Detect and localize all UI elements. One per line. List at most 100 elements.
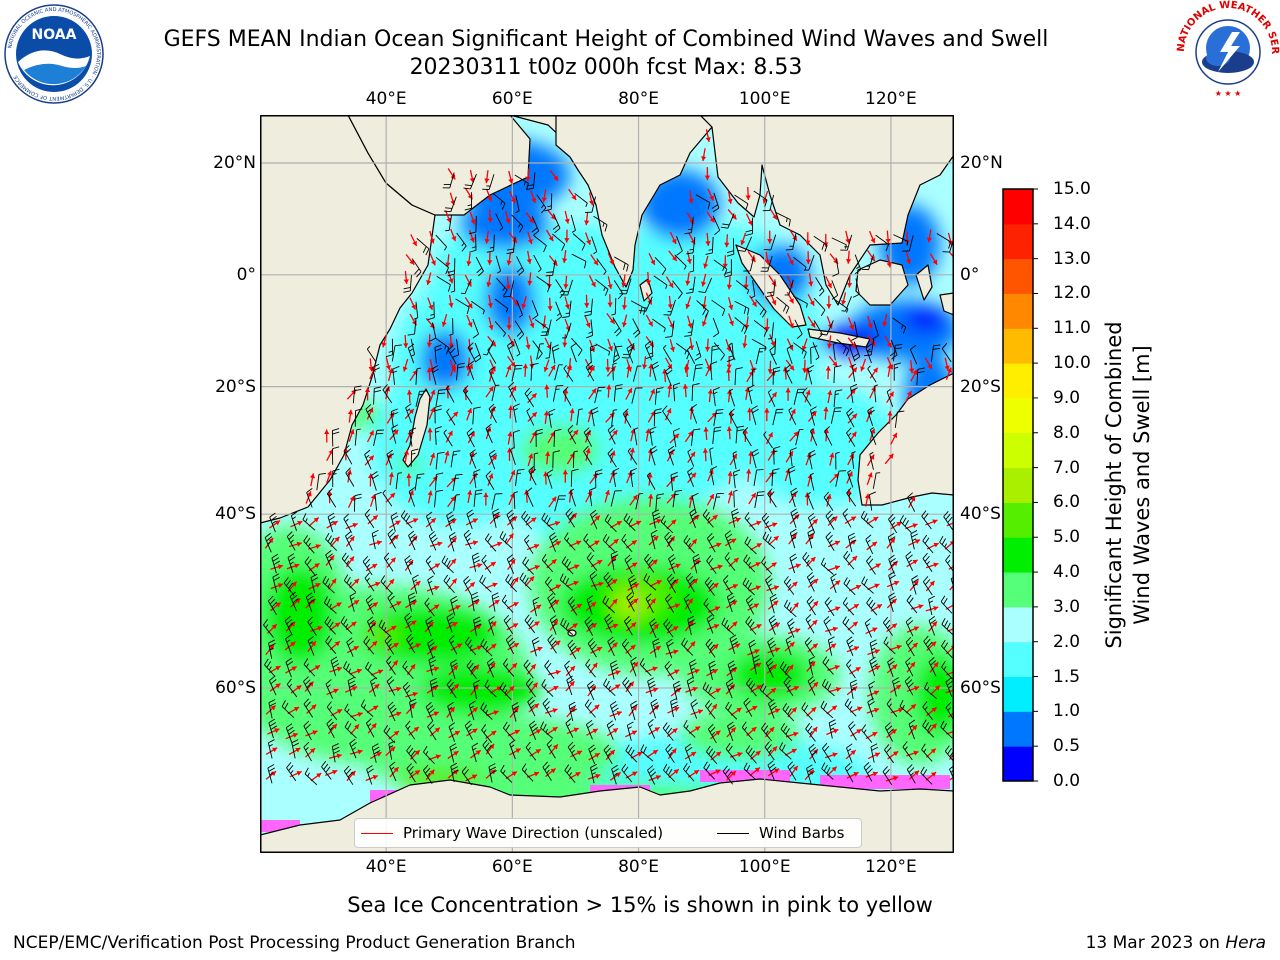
wind-barb bbox=[325, 679, 334, 699]
wind-barb bbox=[594, 386, 606, 404]
wind-barb bbox=[560, 279, 573, 296]
wind-barb bbox=[415, 367, 421, 385]
wind-barb bbox=[366, 345, 377, 363]
wind-barb bbox=[755, 347, 767, 365]
wave-arrow bbox=[425, 769, 435, 781]
noaa-wordmark: NOAA bbox=[32, 27, 77, 43]
wind-barb bbox=[607, 424, 616, 445]
wind-barb bbox=[821, 742, 832, 762]
wave-arrow bbox=[427, 297, 434, 311]
wind-barb bbox=[610, 490, 622, 507]
wind-barb bbox=[622, 677, 633, 697]
wind-barb bbox=[789, 528, 798, 549]
wind-barb bbox=[552, 450, 561, 469]
wave-arrow bbox=[890, 521, 902, 530]
wind-barb bbox=[644, 340, 652, 361]
wind-barb bbox=[706, 555, 717, 574]
wave-arrow bbox=[766, 663, 778, 674]
wind-barb bbox=[612, 467, 620, 488]
wind-barb bbox=[920, 766, 933, 785]
wave-arrow bbox=[707, 188, 715, 201]
wave-arrow bbox=[566, 727, 580, 735]
wind-barb bbox=[684, 319, 695, 337]
wave-arrow bbox=[788, 315, 794, 329]
wind-barb bbox=[446, 408, 456, 426]
wave-arrow bbox=[487, 335, 497, 347]
wave-arrow bbox=[469, 211, 476, 225]
wind-barb bbox=[712, 426, 722, 445]
wave-arrow bbox=[924, 357, 933, 370]
wind-barb bbox=[846, 636, 854, 656]
wave-arrow bbox=[522, 363, 529, 377]
wind-barb bbox=[461, 766, 472, 786]
wave-arrow bbox=[527, 453, 534, 467]
wave-arrow bbox=[621, 274, 627, 288]
wave-arrow bbox=[807, 619, 818, 630]
wind-barb bbox=[727, 721, 735, 742]
wind-barb bbox=[374, 491, 382, 511]
wind-barb bbox=[728, 408, 738, 428]
wind-barb bbox=[525, 741, 537, 761]
wave-arrow bbox=[708, 643, 719, 654]
wind-barb bbox=[652, 318, 666, 333]
wind-barb bbox=[371, 743, 381, 763]
wind-barb bbox=[448, 635, 458, 655]
wind-barb bbox=[456, 232, 467, 252]
wind-barb bbox=[407, 343, 415, 364]
wind-barb bbox=[711, 299, 726, 317]
wind-barb bbox=[644, 553, 655, 573]
wind-barb bbox=[904, 676, 914, 696]
wave-arrow bbox=[629, 661, 639, 673]
wind-barb bbox=[621, 533, 633, 553]
wind-barb bbox=[572, 450, 578, 468]
wave-arrow bbox=[284, 641, 296, 651]
wind-barb bbox=[268, 675, 277, 696]
wave-arrow bbox=[910, 369, 918, 382]
wave-arrow bbox=[630, 751, 643, 759]
wave-arrow bbox=[426, 666, 440, 673]
wind-barb bbox=[744, 536, 757, 555]
wave-arrow bbox=[607, 642, 618, 653]
wind-barb bbox=[851, 363, 857, 382]
wave-arrow bbox=[449, 363, 456, 377]
wave-arrow bbox=[565, 665, 576, 677]
wind-barb bbox=[559, 573, 573, 591]
wind-barb bbox=[407, 592, 417, 612]
wind-barb bbox=[541, 512, 554, 531]
wave-arrow bbox=[841, 292, 847, 306]
wave-arrow bbox=[747, 407, 753, 421]
wind-barb bbox=[810, 428, 818, 446]
wind-barb bbox=[442, 172, 455, 189]
wind-barb bbox=[869, 656, 878, 677]
wind-barb bbox=[564, 764, 576, 783]
colorbar-segment bbox=[1003, 711, 1033, 747]
wind-barb bbox=[742, 426, 752, 447]
wave-arrow bbox=[426, 334, 432, 348]
wind-barb bbox=[363, 635, 375, 655]
wind-barb bbox=[267, 739, 275, 759]
wind-barb bbox=[456, 362, 465, 381]
wave-arrow bbox=[448, 664, 459, 676]
wave-arrow bbox=[705, 338, 711, 352]
wind-barb bbox=[304, 767, 318, 786]
wave-arrow bbox=[564, 229, 570, 243]
wave-arrow bbox=[701, 273, 707, 287]
lat-tick-label: 20°S bbox=[960, 376, 1001, 397]
wave-arrow bbox=[269, 682, 281, 692]
wave-arrow bbox=[409, 369, 418, 382]
wind-barb bbox=[343, 765, 354, 785]
wave-arrow bbox=[648, 388, 655, 402]
wave-arrow bbox=[346, 645, 359, 654]
wave-arrow bbox=[608, 598, 618, 610]
wave-arrow bbox=[448, 605, 461, 612]
wind-barb bbox=[804, 637, 815, 657]
wind-barb bbox=[435, 451, 445, 470]
wind-barb bbox=[846, 487, 857, 507]
wave-arrow bbox=[669, 339, 675, 352]
wind-barb bbox=[632, 365, 642, 382]
wave-arrow bbox=[545, 229, 554, 242]
wave-arrow bbox=[606, 727, 619, 737]
wind-barb bbox=[412, 574, 419, 594]
wave-arrow bbox=[448, 730, 461, 739]
wave-arrow bbox=[370, 669, 384, 676]
